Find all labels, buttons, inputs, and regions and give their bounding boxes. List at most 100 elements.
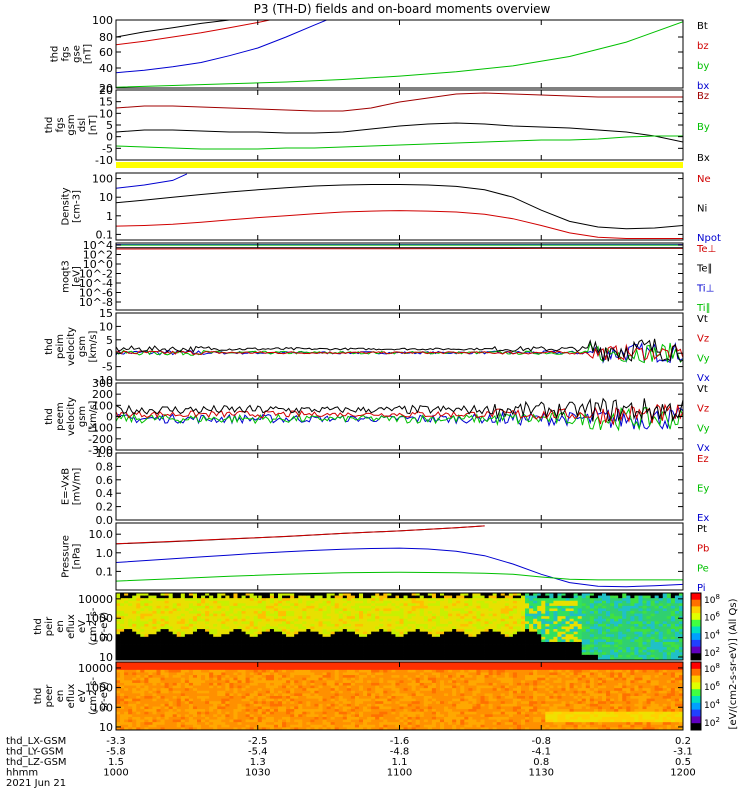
peir-cell	[614, 593, 619, 596]
peer-cell	[209, 706, 214, 710]
peir-cell	[136, 603, 141, 607]
density-ylabel: Density	[61, 187, 72, 225]
peir-cell	[610, 608, 615, 612]
peir-cell	[172, 608, 178, 612]
peir-cell	[346, 618, 352, 622]
peir-cell	[411, 639, 417, 643]
peim-series-Vz	[116, 343, 683, 361]
peir-cell	[201, 598, 206, 602]
peir-cell	[383, 657, 388, 660]
peer-cell	[176, 690, 182, 694]
peir-cell	[391, 600, 396, 604]
peir-cell	[205, 611, 210, 615]
peer-cell	[156, 688, 161, 692]
peir-cell	[144, 611, 149, 615]
peir-cell	[508, 595, 514, 599]
peer-cell	[168, 685, 174, 689]
peir-cell	[278, 616, 283, 620]
peir-cell	[217, 598, 222, 602]
peer-cell	[249, 664, 255, 668]
peir-cell	[407, 654, 413, 658]
fgs_gse-legend-3: bx	[697, 81, 709, 92]
peir-cell	[496, 634, 502, 638]
peer-cell	[217, 698, 222, 702]
peir-cell	[379, 626, 384, 630]
peir-cell	[456, 636, 461, 640]
peir-cell	[589, 605, 595, 609]
peir-cell	[338, 598, 344, 602]
peer-cell	[168, 667, 174, 671]
peir-cell	[334, 603, 340, 607]
peir-cell	[610, 634, 615, 638]
peir-cell	[419, 654, 425, 658]
peir-cell	[184, 626, 190, 630]
peir-cell	[545, 621, 550, 625]
peir-cell	[561, 600, 566, 604]
peir-cell	[557, 598, 562, 602]
peir-cell	[634, 634, 639, 638]
peir-cell	[533, 639, 538, 643]
peir-cell	[444, 605, 449, 609]
peir-cell	[136, 641, 141, 645]
peir-cell	[359, 647, 364, 651]
peir-cell	[419, 605, 425, 609]
peir-cell	[164, 629, 170, 633]
fgs_gsm-ytick-label: 5	[106, 119, 113, 132]
peir-cell	[435, 639, 441, 643]
peer-cell	[136, 688, 141, 692]
peer-cell	[241, 672, 246, 676]
peir-cell	[650, 605, 656, 609]
peir-cell	[148, 593, 153, 596]
peir-cell	[144, 608, 149, 612]
peir-cell	[176, 623, 182, 627]
peir-cell	[354, 654, 360, 658]
peer-cell	[184, 685, 190, 689]
peir-cell	[363, 644, 368, 648]
peir-cell	[650, 654, 656, 658]
peer-cell	[253, 667, 259, 671]
peir-cell	[391, 611, 396, 615]
peir-cell	[427, 644, 433, 648]
peir-cell	[411, 654, 417, 658]
peir-cell	[407, 600, 413, 604]
peer-cell	[176, 703, 182, 707]
pressure-ylabel: Pressure	[61, 535, 72, 578]
peir-cell	[152, 608, 157, 612]
peir-cell	[678, 598, 683, 602]
peir-cell	[318, 629, 323, 633]
peir-cell	[124, 600, 129, 604]
peir-cell	[310, 654, 315, 658]
peer-cell	[237, 664, 242, 668]
peir-cell	[237, 631, 242, 635]
peer-cell	[192, 722, 198, 726]
peir-cell	[152, 652, 157, 656]
peir-cell	[237, 629, 242, 633]
peir-cell	[265, 654, 271, 658]
peir-cell	[403, 613, 408, 617]
peer-cell	[148, 669, 153, 673]
peer-cell	[152, 696, 157, 700]
peer-cell	[205, 716, 210, 720]
peir-cell	[395, 657, 400, 660]
peir-cell	[508, 618, 514, 622]
peir-cell	[168, 595, 174, 599]
peir-cell	[322, 608, 327, 612]
peer-cell	[188, 680, 194, 684]
peir-cell	[448, 629, 453, 633]
peir-cell	[399, 595, 404, 599]
peir-cell	[334, 593, 340, 596]
peer-cell	[180, 709, 186, 713]
peir-cell	[403, 623, 408, 627]
peir-cell	[423, 626, 429, 630]
peir-cell	[350, 600, 356, 604]
peir-cell	[642, 608, 647, 612]
peir-cell	[476, 595, 481, 599]
peir-cell	[427, 652, 433, 656]
peim-plot-area	[116, 338, 683, 364]
peir-cell	[136, 600, 141, 604]
peir-cell	[634, 639, 639, 643]
peir-cell	[569, 603, 575, 607]
peir-cell	[399, 613, 404, 617]
peir-cell	[440, 613, 445, 617]
peir-cell	[197, 623, 202, 627]
